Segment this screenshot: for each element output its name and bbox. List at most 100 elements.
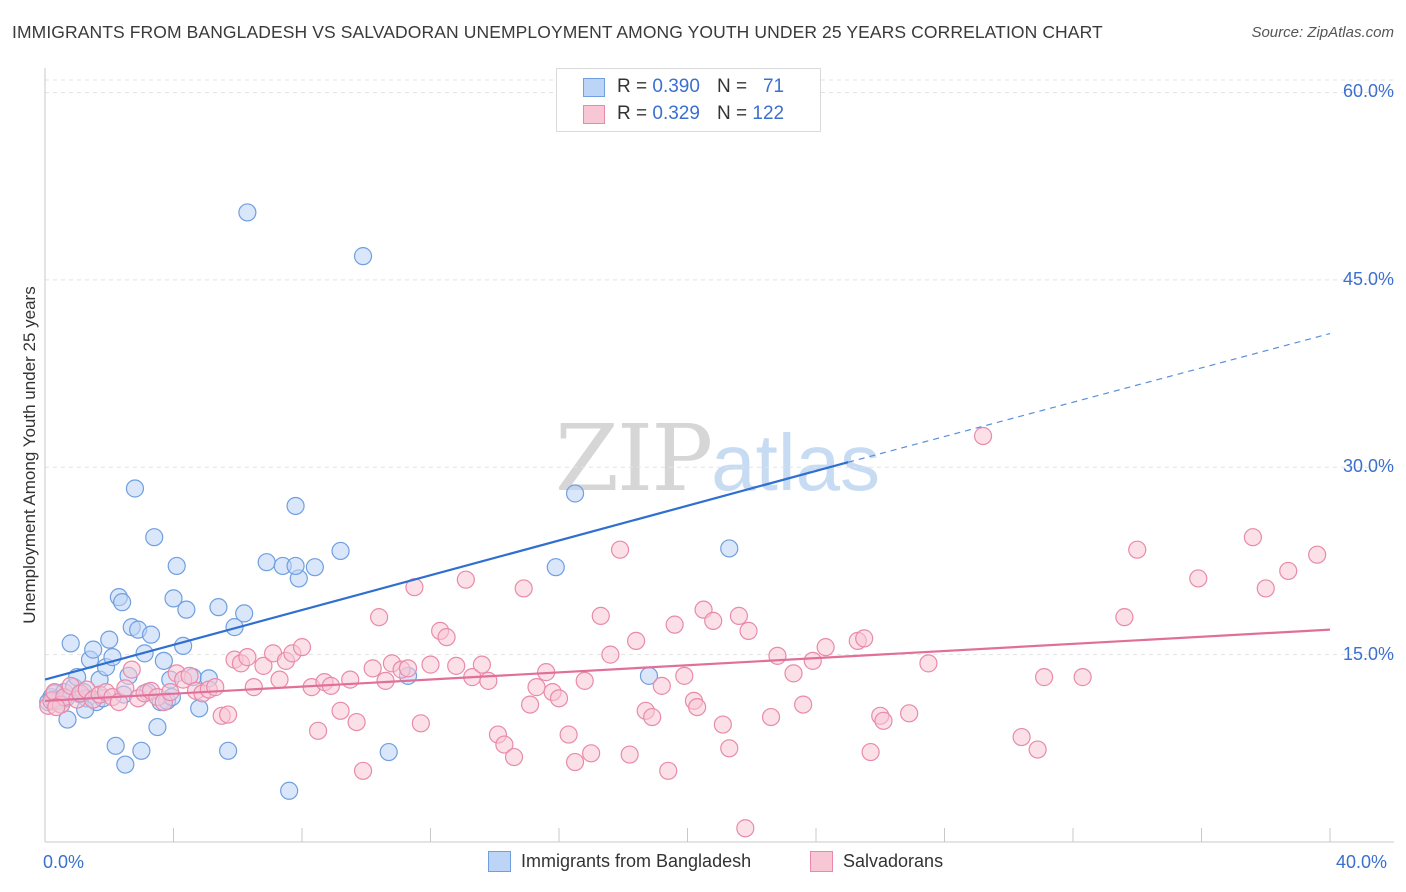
point-salvadorans [549,689,569,708]
y-tick-label: 60.0% [1342,81,1394,102]
point-salvadorans [761,707,781,727]
point-salvadorans [784,664,803,683]
point-salvadorans [292,638,312,657]
trend-line-bangladesh [44,461,849,681]
point-bangladesh [238,203,257,222]
point-salvadorans [704,611,723,630]
point-salvadorans [739,621,758,640]
trend-lines [44,333,1331,702]
point-salvadorans [1279,561,1298,581]
point-salvadorans [398,659,418,678]
point-salvadorans [527,678,546,697]
point-bangladesh [565,484,585,503]
point-salvadorans [437,628,456,647]
point-salvadorans [768,646,787,665]
series-swatch-salvadorans [810,851,833,872]
point-salvadorans [919,654,938,673]
series-legend-bangladesh: Immigrants from Bangladesh [488,851,751,872]
point-salvadorans [736,819,755,838]
legend-row-bangladesh: R = 0.390 N = 71 [583,75,784,99]
point-salvadorans [601,645,620,664]
point-salvadorans [794,695,813,714]
point-salvadorans [238,648,257,667]
point-salvadorans [495,735,514,754]
point-bangladesh [353,247,373,266]
point-salvadorans [1128,540,1147,559]
point-salvadorans [575,671,594,690]
legend-n-bangladesh: N = 71 [717,76,785,97]
point-bangladesh [112,593,132,612]
point-bangladesh [84,640,103,659]
point-salvadorans [973,426,993,446]
grid-lines [45,79,1394,656]
x-tick-label-min: 0.0% [43,852,85,872]
point-bangladesh [331,541,350,561]
point-salvadorans [1012,727,1031,747]
point-bangladesh [235,604,254,623]
point-salvadorans [456,570,475,589]
point-bangladesh [164,589,183,608]
legend-r-salvadorans: R = 0.329 [617,103,700,124]
point-salvadorans [1256,579,1275,598]
point-bangladesh [190,699,209,718]
series-label-bangladesh: Immigrants from Bangladesh [521,851,752,871]
point-salvadorans [363,659,382,678]
point-salvadorans [447,656,466,675]
series-swatch-bangladesh [488,851,511,872]
point-salvadorans [254,656,273,675]
point-salvadorans [411,714,430,733]
point-bangladesh [116,755,135,774]
y-tick-label: 30.0% [1342,456,1394,477]
series-legend-salvadorans: Salvadorans [810,851,943,872]
y-tick-label: 45.0% [1342,268,1394,289]
point-salvadorans [713,715,732,734]
point-salvadorans [861,742,880,762]
legend-swatch-salvadorans [583,104,605,124]
legend-n-salvadorans: N = 122 [717,103,785,124]
y-tick-label: 15.0% [1342,643,1394,664]
point-salvadorans [675,666,694,685]
trend-line-bangladesh-extension [847,333,1331,463]
point-salvadorans [855,629,874,648]
point-salvadorans [514,579,533,598]
legend-r-bangladesh: R = 0.390 [617,76,700,97]
point-bangladesh [100,630,119,649]
point-salvadorans [219,705,238,724]
point-bangladesh [720,539,739,558]
point-bangladesh [61,634,80,653]
point-salvadorans [161,682,180,702]
x-tick-label-max: 40.0% [1336,852,1388,872]
legend-row-salvadorans: R = 0.329 N = 122 [583,102,784,126]
point-bangladesh [125,479,145,498]
point-salvadorans [504,747,524,767]
point-salvadorans [1189,569,1208,588]
point-salvadorans [900,704,919,723]
point-bangladesh [209,598,228,617]
point-salvadorans [331,701,350,720]
point-salvadorans [665,615,684,634]
point-salvadorans [421,655,440,674]
correlation-legend: R = 0.390 N = 71 R = 0.329 N = 122 [556,68,821,132]
point-salvadorans [308,721,328,740]
point-salvadorans [1308,545,1327,564]
point-bangladesh [546,558,565,577]
point-salvadorans [370,608,389,627]
point-salvadorans [874,711,893,730]
point-bangladesh [286,496,305,516]
point-salvadorans [803,651,822,670]
point-salvadorans [206,678,225,697]
point-bangladesh [177,600,196,619]
point-bangladesh [154,651,173,670]
point-bangladesh [145,528,164,547]
point-salvadorans [1073,668,1092,687]
point-salvadorans [688,697,707,717]
point-bangladesh [106,736,125,755]
point-salvadorans [659,761,678,780]
point-salvadorans [244,678,263,697]
point-bangladesh [280,781,299,800]
point-salvadorans [1034,668,1054,687]
point-salvadorans [720,739,739,758]
point-salvadorans [1028,740,1047,759]
point-salvadorans [1243,528,1263,547]
point-salvadorans [620,745,639,764]
